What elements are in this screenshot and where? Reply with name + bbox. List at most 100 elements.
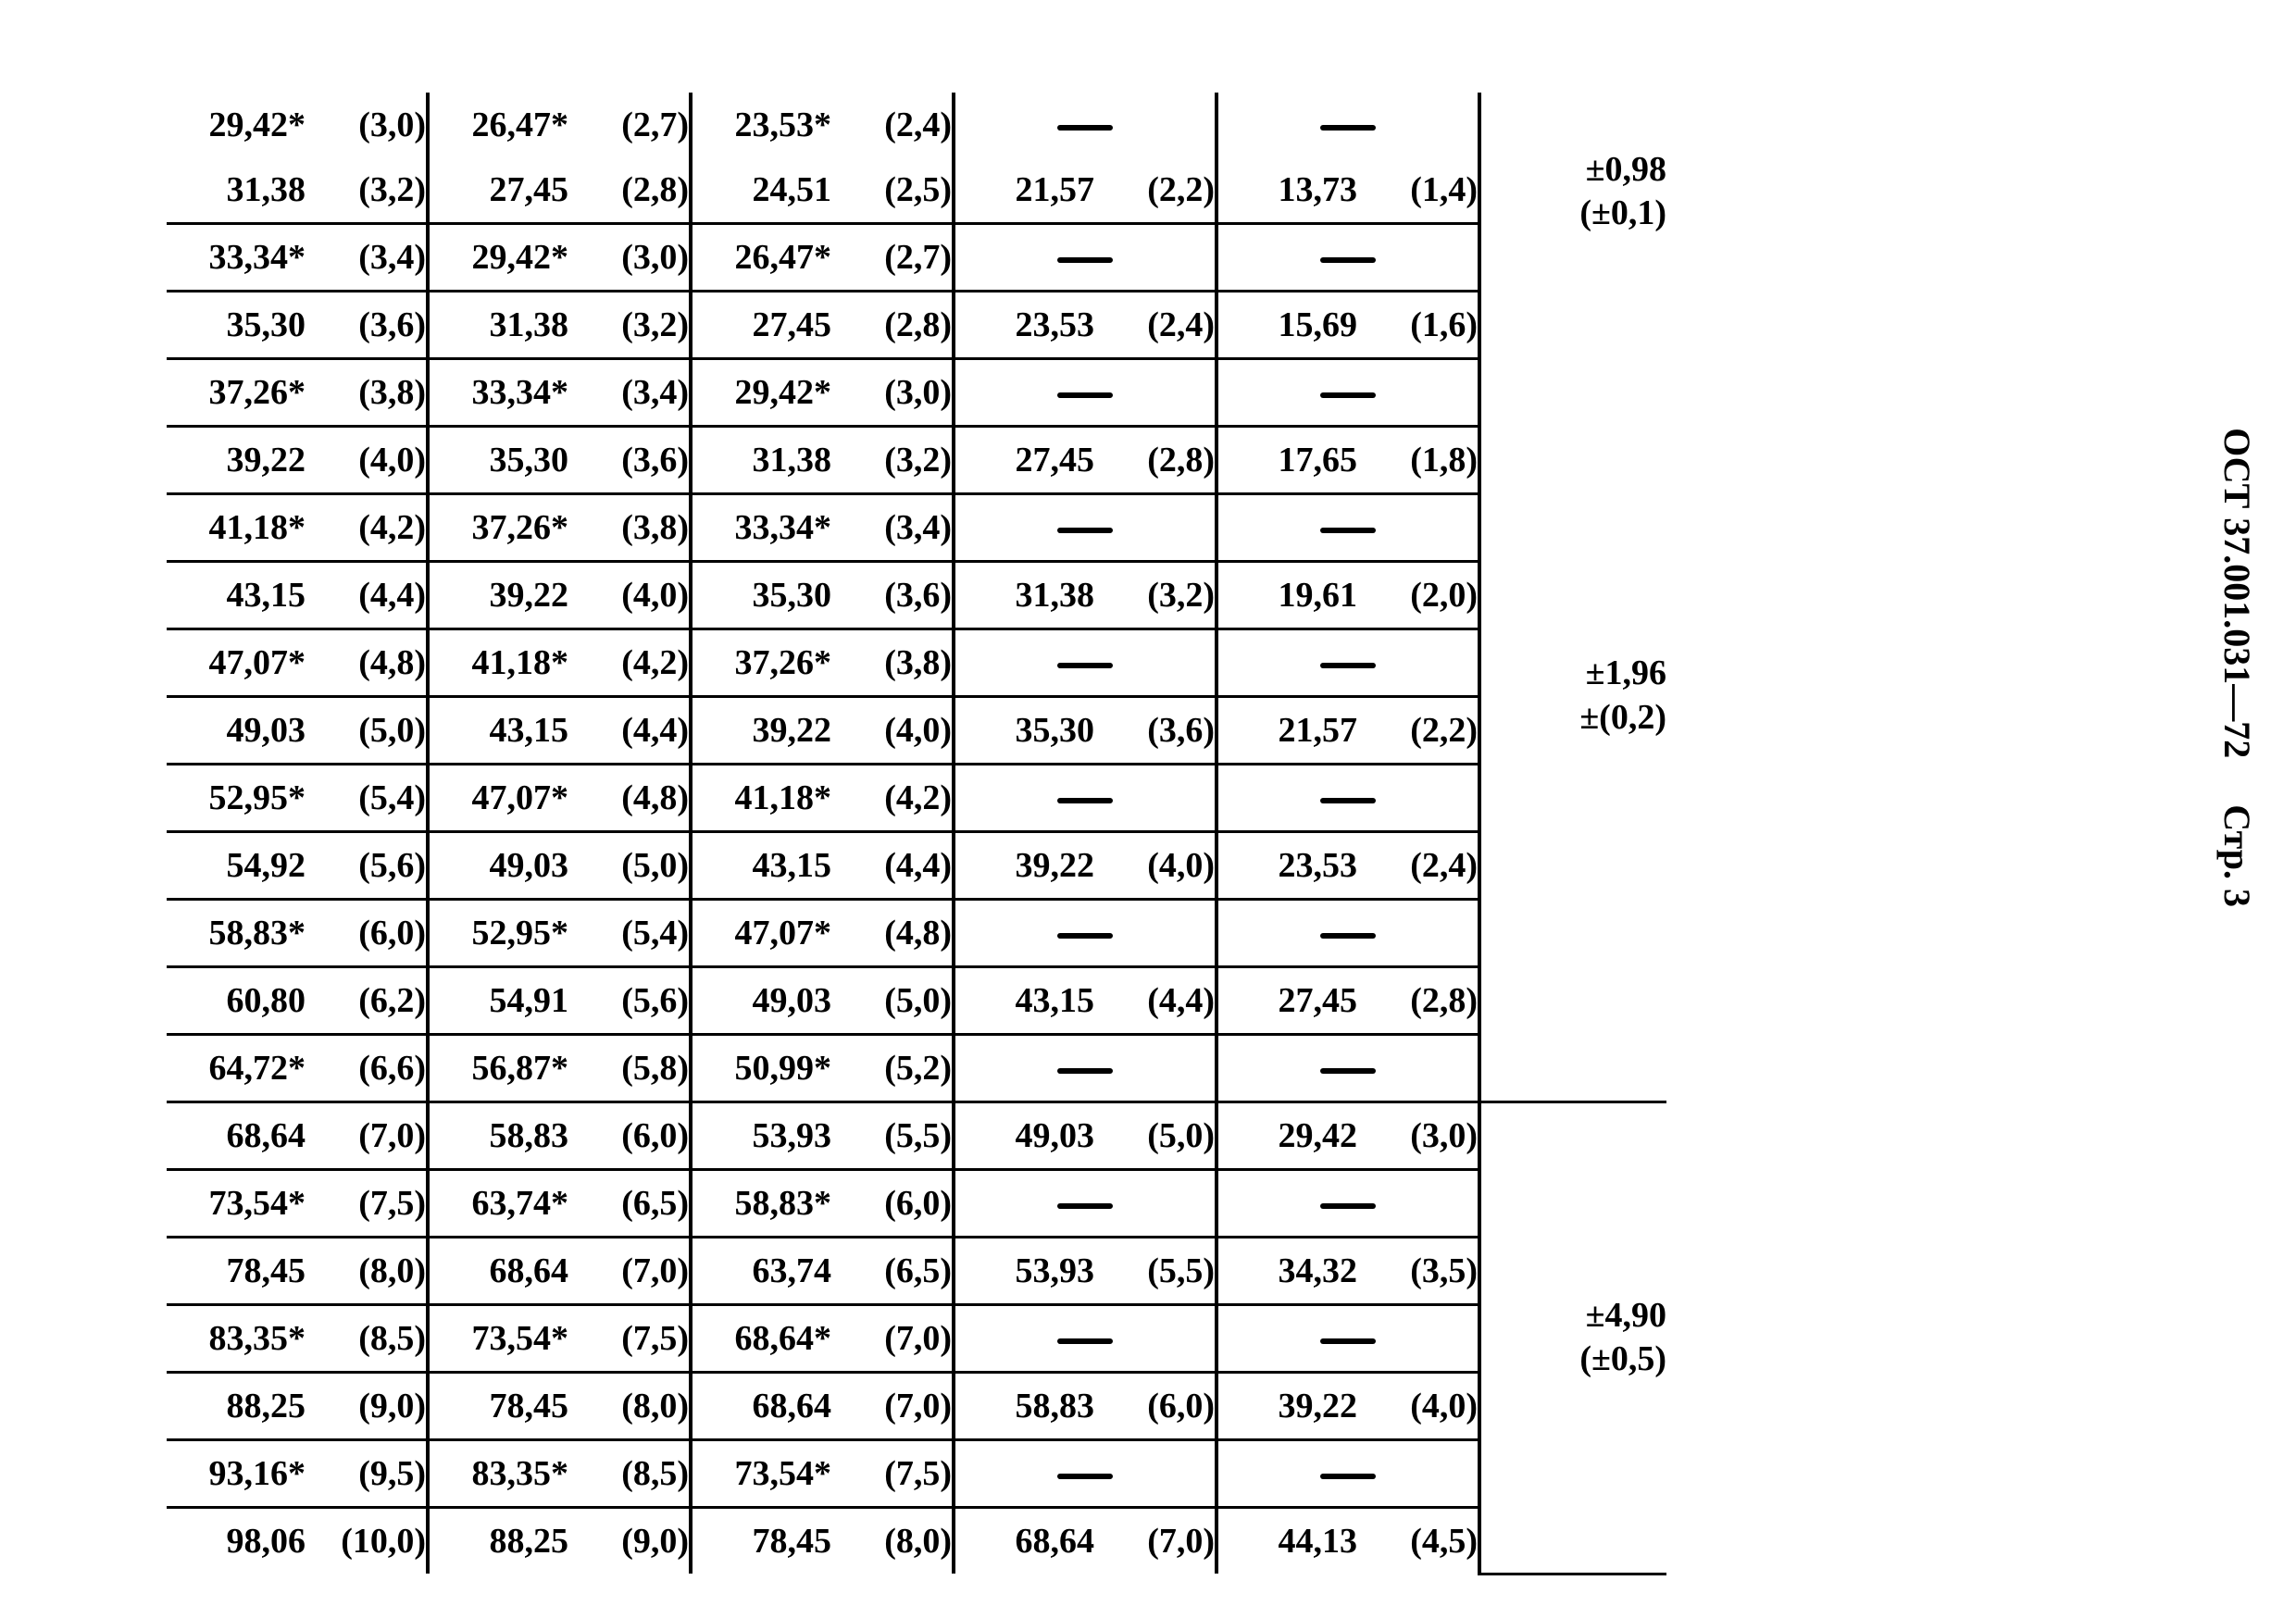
table-cell-dash [954, 1305, 1217, 1373]
table-cell-value: 17,65 [1217, 427, 1357, 494]
tolerance-sub: ±(0,2) [1481, 696, 1666, 741]
table-cell-value: 31,38 [954, 562, 1094, 629]
table-cell-dash [954, 1035, 1217, 1102]
table-cell-aux: (5,6) [568, 967, 691, 1035]
table-row: 93,16*(9,5)83,35*(8,5)73,54*(7,5) [167, 1440, 1666, 1508]
table-cell-dash [1217, 900, 1479, 967]
table-cell-dash [954, 1170, 1217, 1238]
table-cell-dash [954, 1440, 1217, 1508]
table-cell-aux: (6,0) [1094, 1373, 1217, 1440]
table-cell-aux: (7,0) [568, 1238, 691, 1305]
tolerance-sub: (±0,5) [1481, 1338, 1666, 1382]
table-cell-dash [1217, 494, 1479, 562]
table-cell-value: 73,54* [428, 1305, 568, 1373]
table-row: 58,83*(6,0)52,95*(5,4)47,07*(4,8) [167, 900, 1666, 967]
table-cell-aux: (3,0) [831, 359, 954, 427]
table-cell-value: 27,45 [691, 292, 831, 359]
table-cell-value: 68,64 [428, 1238, 568, 1305]
tolerance-cell: ±0,98(±0,1) [1479, 93, 1666, 292]
table-cell-aux: (2,4) [1094, 292, 1217, 359]
table-cell-aux: (6,0) [306, 900, 428, 967]
table-cell-value: 27,45 [1217, 967, 1357, 1035]
table-cell-value: 68,64 [691, 1373, 831, 1440]
table-cell-value: 88,25 [428, 1508, 568, 1574]
table-cell-value: 41,18* [691, 765, 831, 832]
table-cell-dash [1217, 765, 1479, 832]
table-cell-aux: (4,0) [1357, 1373, 1479, 1440]
table-cell-aux: (6,5) [831, 1238, 954, 1305]
table-cell-aux: (5,5) [831, 1102, 954, 1170]
table-cell-aux: (5,6) [306, 832, 428, 900]
table-cell-aux: (8,0) [568, 1373, 691, 1440]
table-cell-value: 49,03 [691, 967, 831, 1035]
table-cell-aux: (4,4) [1094, 967, 1217, 1035]
table-cell-value: 83,35* [428, 1440, 568, 1508]
table-cell-value: 27,45 [428, 157, 568, 224]
table-cell-value: 39,22 [428, 562, 568, 629]
table-cell-aux: (5,2) [831, 1035, 954, 1102]
table-cell-aux: (3,8) [306, 359, 428, 427]
table-row: 47,07*(4,8)41,18*(4,2)37,26*(3,8) [167, 629, 1666, 697]
table-cell-value: 68,64 [954, 1508, 1094, 1574]
table-cell-aux: (8,0) [306, 1238, 428, 1305]
table-cell-aux: (2,8) [1094, 427, 1217, 494]
table-cell-aux: (4,8) [568, 765, 691, 832]
table-cell-value: 73,54* [691, 1440, 831, 1508]
table-cell-aux: (2,7) [568, 93, 691, 157]
table-cell-value: 26,47* [428, 93, 568, 157]
table-cell-value: 29,42 [1217, 1102, 1357, 1170]
table-cell-aux: (4,4) [568, 697, 691, 765]
data-table: 29,42*(3,0)26,47*(2,7)23,53*(2,4)±0,98(±… [167, 93, 1666, 1575]
table-cell-value: 13,73 [1217, 157, 1357, 224]
table-cell-aux: (3,6) [831, 562, 954, 629]
table-cell-aux: (3,6) [568, 427, 691, 494]
table-cell-aux: (2,4) [831, 93, 954, 157]
table-cell-value: 21,57 [954, 157, 1094, 224]
table-cell-value: 47,07* [167, 629, 306, 697]
table-row: 52,95*(5,4)47,07*(4,8)41,18*(4,2) [167, 765, 1666, 832]
page-number-label: Стр. 3 [2216, 804, 2258, 907]
table-cell-value: 52,95* [428, 900, 568, 967]
table-cell-value: 35,30 [167, 292, 306, 359]
table-cell-value: 39,22 [691, 697, 831, 765]
table-cell-value: 37,26* [691, 629, 831, 697]
table-cell-value: 33,34* [428, 359, 568, 427]
table-cell-aux: (4,0) [1094, 832, 1217, 900]
table-cell-dash [954, 900, 1217, 967]
table-cell-aux: (4,0) [568, 562, 691, 629]
table-cell-aux: (3,2) [831, 427, 954, 494]
table-cell-value: 47,07* [428, 765, 568, 832]
tolerance-main: ±1,96 [1481, 652, 1666, 696]
table-cell-aux: (9,0) [306, 1373, 428, 1440]
tolerance-cell: ±4,90(±0,5) [1479, 1102, 1666, 1574]
table-cell-aux: (3,0) [568, 224, 691, 292]
table-cell-aux: (7,0) [1094, 1508, 1217, 1574]
table-cell-value: 49,03 [167, 697, 306, 765]
table-cell-value: 68,64* [691, 1305, 831, 1373]
table-cell-dash [1217, 1035, 1479, 1102]
table-cell-aux: (4,0) [306, 427, 428, 494]
table-cell-dash [954, 629, 1217, 697]
table-cell-value: 73,54* [167, 1170, 306, 1238]
table-cell-value: 49,03 [428, 832, 568, 900]
table-cell-value: 52,95* [167, 765, 306, 832]
table-cell-value: 60,80 [167, 967, 306, 1035]
table-cell-aux: (9,5) [306, 1440, 428, 1508]
table-cell-value: 23,53 [954, 292, 1094, 359]
data-table-wrapper: 29,42*(3,0)26,47*(2,7)23,53*(2,4)±0,98(±… [167, 93, 1666, 1575]
table-cell-value: 41,18* [428, 629, 568, 697]
table-row: 83,35*(8,5)73,54*(7,5)68,64*(7,0) [167, 1305, 1666, 1373]
table-cell-aux: (4,4) [306, 562, 428, 629]
table-cell-aux: (2,4) [1357, 832, 1479, 900]
table-cell-aux: (2,8) [1357, 967, 1479, 1035]
table-row: 49,03(5,0)43,15(4,4)39,22(4,0)35,30(3,6)… [167, 697, 1666, 765]
table-cell-value: 33,34* [167, 224, 306, 292]
table-cell-aux: (4,8) [831, 900, 954, 967]
table-cell-value: 37,26* [428, 494, 568, 562]
table-cell-value: 29,42* [691, 359, 831, 427]
table-cell-value: 58,83* [691, 1170, 831, 1238]
table-cell-aux: (4,2) [306, 494, 428, 562]
table-row: 54,92(5,6)49,03(5,0)43,15(4,4)39,22(4,0)… [167, 832, 1666, 900]
table-cell-value: 31,38 [691, 427, 831, 494]
table-cell-aux: (10,0) [306, 1508, 428, 1574]
